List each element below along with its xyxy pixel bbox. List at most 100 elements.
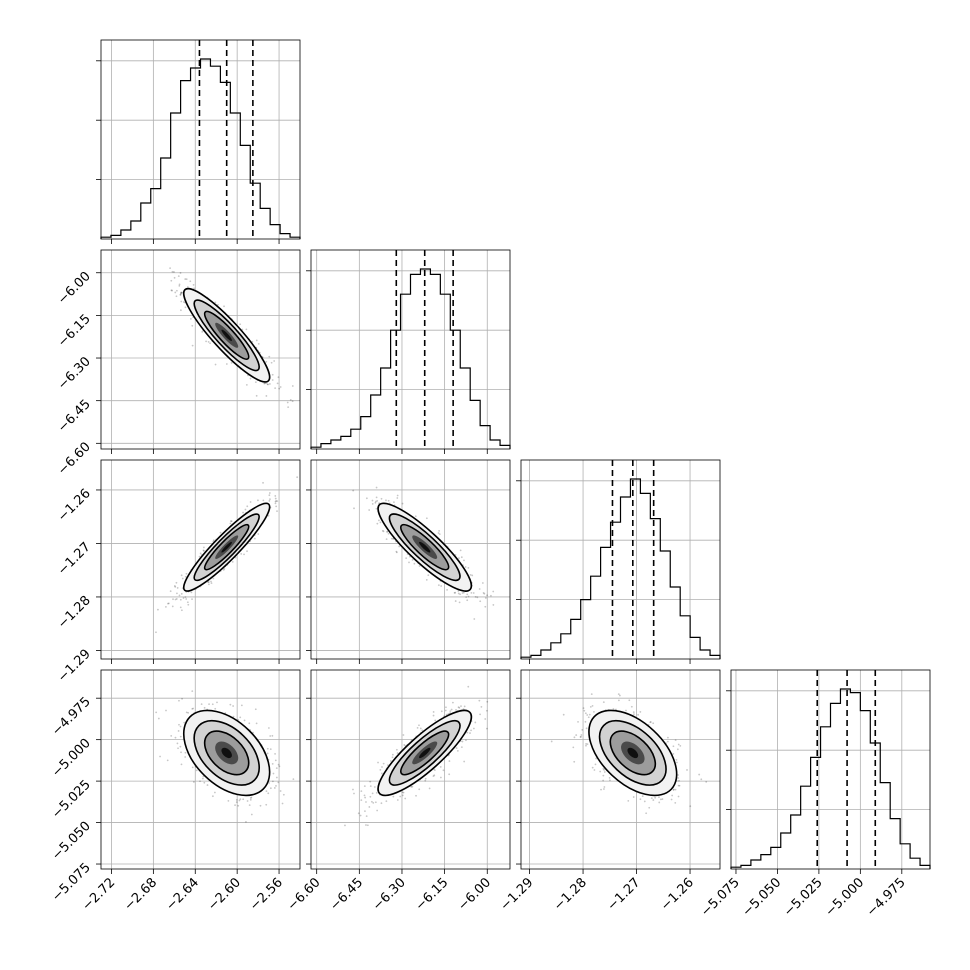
scatter-point	[371, 792, 374, 795]
scatter-point	[279, 790, 282, 792]
scatter-point	[174, 598, 177, 601]
scatter-point	[405, 557, 408, 560]
hist-panel-3	[726, 669, 931, 874]
scatter-point	[364, 796, 367, 799]
scatter-point	[216, 701, 218, 704]
scatter-point	[466, 593, 469, 596]
scatter-point	[208, 703, 210, 706]
scatter-point	[484, 605, 487, 608]
scatter-point	[278, 765, 281, 768]
scatter-point	[180, 609, 183, 612]
x-tick-label-2-2: −1.27	[605, 875, 644, 914]
scatter-point	[467, 567, 470, 569]
scatter-point	[671, 794, 674, 797]
y-tick-label-2-1: −1.28	[55, 593, 94, 632]
scatter-point	[184, 751, 187, 754]
scatter-point	[248, 804, 251, 807]
scatter-point	[467, 685, 470, 688]
scatter-point	[249, 798, 252, 801]
pair-inner-5	[521, 670, 720, 869]
scatter-point	[474, 721, 477, 724]
scatter-point	[275, 505, 278, 508]
scatter-point	[591, 766, 594, 769]
y-tick-label-2-0: −1.29	[55, 647, 94, 686]
scatter-point	[184, 306, 187, 309]
x-tick-label-3-3: −5.000	[823, 875, 868, 920]
scatter-point	[386, 530, 389, 533]
scatter-point	[374, 501, 377, 504]
scatter-point	[600, 788, 602, 791]
scatter-point	[440, 710, 443, 713]
x-tick-label-1-2: −6.30	[370, 875, 409, 914]
scatter-point	[471, 574, 474, 577]
scatter-point	[658, 796, 660, 799]
scatter-point	[219, 531, 222, 534]
scatter-point	[369, 780, 372, 783]
scatter-point	[602, 774, 605, 777]
scatter-point	[178, 285, 181, 287]
scatter-point	[418, 788, 421, 791]
scatter-point	[180, 592, 183, 595]
hist-frame-1	[310, 249, 511, 450]
scatter-point	[177, 730, 180, 732]
hist-frame-0	[100, 39, 301, 240]
scatter-point	[180, 292, 183, 294]
scatter-point	[271, 379, 274, 381]
scatter-point	[179, 272, 182, 274]
scatter-point	[603, 786, 606, 788]
scatter-point	[266, 383, 269, 386]
pair-inner-3	[101, 670, 300, 869]
scatter-point	[167, 602, 170, 605]
pair-panel-0-3	[96, 669, 301, 874]
scatter-point	[466, 731, 469, 734]
scatter-point	[266, 752, 269, 755]
scatter-point	[212, 539, 215, 542]
scatter-point	[390, 537, 393, 540]
scatter-point	[677, 777, 680, 779]
pair-frame-1	[100, 459, 301, 660]
scatter-point	[369, 795, 372, 798]
scatter-point	[271, 780, 274, 783]
scatter-point	[174, 736, 177, 739]
scatter-point	[670, 798, 673, 801]
scatter-point	[166, 759, 169, 762]
scatter-point	[672, 745, 675, 748]
scatter-point	[287, 406, 290, 409]
scatter-point	[357, 812, 360, 815]
scatter-point	[179, 725, 182, 728]
scatter-point	[573, 736, 576, 739]
scatter-point	[585, 742, 587, 745]
scatter-point	[593, 769, 596, 771]
scatter-point	[281, 802, 284, 805]
x-tick-label-1-1: −6.45	[327, 875, 366, 914]
scatter-point	[205, 340, 207, 343]
scatter-point	[461, 740, 464, 743]
contour-line-0	[377, 502, 473, 592]
scatter-point	[401, 502, 404, 505]
scatter-point	[187, 603, 190, 606]
scatter-point	[360, 790, 363, 793]
hist-step-0	[100, 58, 301, 239]
scatter-point	[182, 301, 185, 303]
pair-panel-0-2	[96, 459, 301, 664]
scatter-point	[178, 283, 181, 286]
scatter-point	[382, 530, 385, 533]
scatter-point	[414, 515, 417, 518]
scatter-point	[602, 779, 605, 782]
scatter-point	[446, 588, 448, 591]
scatter-point	[277, 763, 280, 766]
hist-panel-0	[96, 39, 301, 244]
scatter-point	[632, 796, 635, 798]
x-tick-label-0-2: −2.64	[163, 875, 202, 914]
scatter-point	[370, 800, 373, 803]
scatter-point	[229, 703, 232, 706]
scatter-point	[289, 399, 292, 401]
scatter-point	[674, 739, 677, 742]
scatter-point	[639, 798, 642, 801]
scatter-point	[282, 793, 285, 796]
y-tick-label-1-0: −6.60	[55, 440, 94, 479]
scatter-point	[455, 709, 457, 711]
scatter-point	[246, 800, 249, 802]
scatter-point	[253, 537, 256, 540]
scatter-point	[180, 300, 183, 303]
